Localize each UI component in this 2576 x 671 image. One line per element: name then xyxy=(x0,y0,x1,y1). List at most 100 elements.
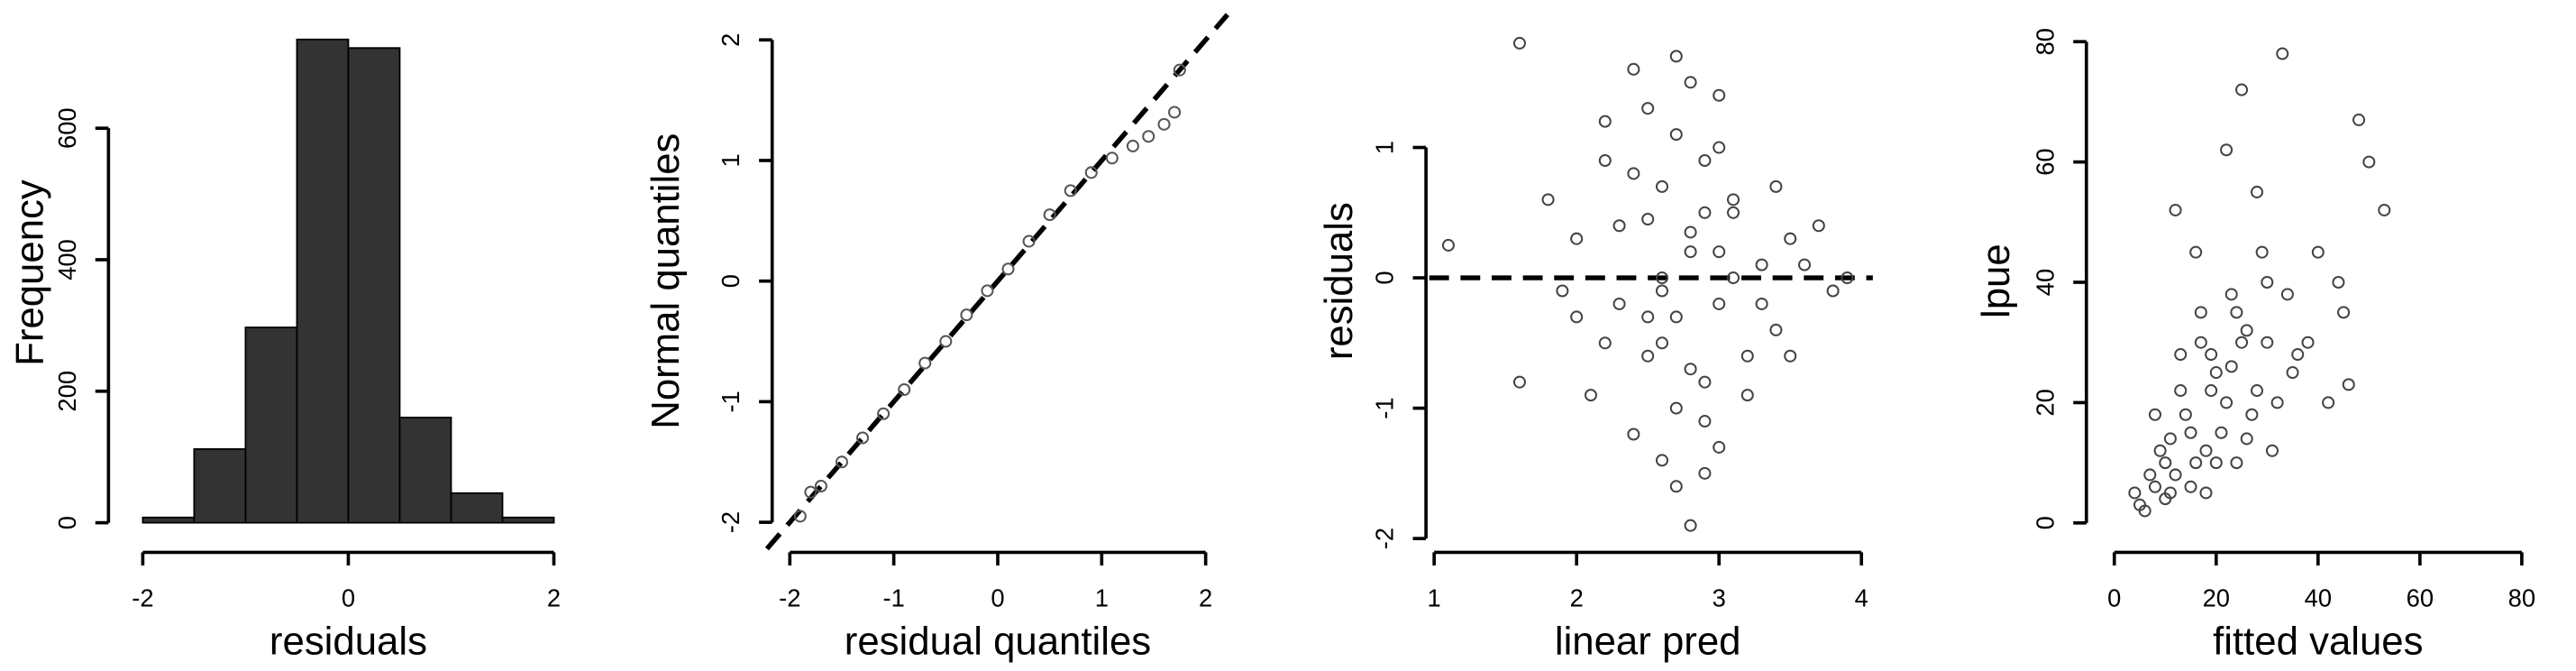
point xyxy=(1812,219,1825,233)
point xyxy=(2286,366,2299,380)
point xyxy=(2342,378,2355,391)
point xyxy=(981,284,994,298)
x-tick-label: 0 xyxy=(342,584,355,612)
point xyxy=(2250,384,2264,398)
point xyxy=(1755,258,1768,271)
y-tick-label: 0 xyxy=(2031,516,2059,529)
point xyxy=(804,485,818,499)
point xyxy=(2174,384,2188,398)
point xyxy=(1627,62,1640,76)
point xyxy=(1726,271,1740,285)
point xyxy=(2205,384,2218,398)
y-tick-label: 400 xyxy=(53,239,81,280)
point xyxy=(2169,468,2182,482)
y-tick-label: 80 xyxy=(2031,28,2059,55)
x-tick-label: -1 xyxy=(882,584,904,612)
x-tick-label: 4 xyxy=(1855,584,1868,612)
point xyxy=(2169,203,2182,216)
y-tick-label: 1 xyxy=(717,153,744,167)
x-axis-label: fitted values xyxy=(2213,619,2423,663)
point xyxy=(2184,480,2197,493)
point xyxy=(1001,262,1015,276)
point xyxy=(2352,113,2366,126)
point xyxy=(2199,444,2213,457)
point xyxy=(1655,271,1669,285)
point xyxy=(2215,426,2228,439)
point xyxy=(835,455,848,469)
point xyxy=(1570,310,1584,324)
point xyxy=(1655,179,1669,193)
x-tick-label: 2 xyxy=(547,584,561,612)
x-axis-label: residuals xyxy=(269,619,427,663)
point xyxy=(1684,225,1697,239)
point xyxy=(1598,153,1612,168)
point xyxy=(1784,232,1797,245)
y-tick-label: 600 xyxy=(53,107,81,149)
y-axis-label: lpue xyxy=(1974,244,2018,318)
point xyxy=(1584,389,1597,402)
point xyxy=(1669,310,1683,324)
point xyxy=(1612,297,1626,310)
y-tick-label: 40 xyxy=(2031,269,2059,296)
point xyxy=(2209,366,2223,380)
point xyxy=(939,335,953,348)
point xyxy=(2194,336,2207,349)
point xyxy=(1713,245,1726,259)
point xyxy=(1641,102,1655,115)
point xyxy=(2199,486,2213,500)
bar xyxy=(296,38,350,524)
point xyxy=(1627,427,1640,441)
x-tick-label: 0 xyxy=(2107,584,2121,612)
point xyxy=(2270,396,2284,409)
x-tick-label: 1 xyxy=(1095,584,1109,612)
y-tick-label: -2 xyxy=(1371,528,1399,549)
x-tick-label: 60 xyxy=(2407,584,2434,612)
point xyxy=(2224,360,2238,373)
x-tick-label: 80 xyxy=(2508,584,2535,612)
point xyxy=(1769,179,1783,193)
point xyxy=(1168,106,1182,119)
point xyxy=(2230,456,2243,470)
point xyxy=(2337,306,2351,319)
point xyxy=(2235,336,2249,349)
point xyxy=(2194,306,2207,319)
point xyxy=(1598,336,1612,350)
point xyxy=(2245,408,2259,421)
point xyxy=(2220,143,2233,157)
y-tick-label: 2 xyxy=(717,33,744,47)
point xyxy=(1655,284,1669,298)
x-axis-label: linear pred xyxy=(1555,619,1741,663)
point xyxy=(2174,348,2188,362)
y-axis-label: residuals xyxy=(1317,202,1361,360)
x-tick-label: -2 xyxy=(779,584,800,612)
point xyxy=(1669,50,1683,63)
x-tick-label: 3 xyxy=(1713,584,1726,612)
point xyxy=(1841,271,1854,285)
bar xyxy=(193,448,247,524)
point xyxy=(1784,349,1797,363)
point xyxy=(2148,480,2161,493)
point xyxy=(1043,208,1056,222)
point xyxy=(2250,185,2264,198)
y-tick-label: -2 xyxy=(717,511,744,533)
x-tick-label: 40 xyxy=(2305,584,2332,612)
point xyxy=(1698,415,1712,428)
point xyxy=(2184,426,2197,439)
point xyxy=(1740,389,1754,402)
x-tick-label: 2 xyxy=(1570,584,1584,612)
point xyxy=(1655,336,1669,350)
y-tick-label: 0 xyxy=(53,516,81,529)
point xyxy=(1669,128,1683,142)
point xyxy=(2163,432,2177,446)
point xyxy=(1684,76,1697,89)
point xyxy=(2230,306,2243,319)
point xyxy=(918,356,932,370)
y-axis-label: Normal quantiles xyxy=(644,133,688,429)
point xyxy=(2240,432,2253,446)
point xyxy=(2205,348,2218,362)
point xyxy=(2159,492,2172,506)
bar xyxy=(450,492,504,524)
point xyxy=(2255,245,2269,259)
point xyxy=(1627,167,1640,180)
point xyxy=(1512,375,1526,389)
